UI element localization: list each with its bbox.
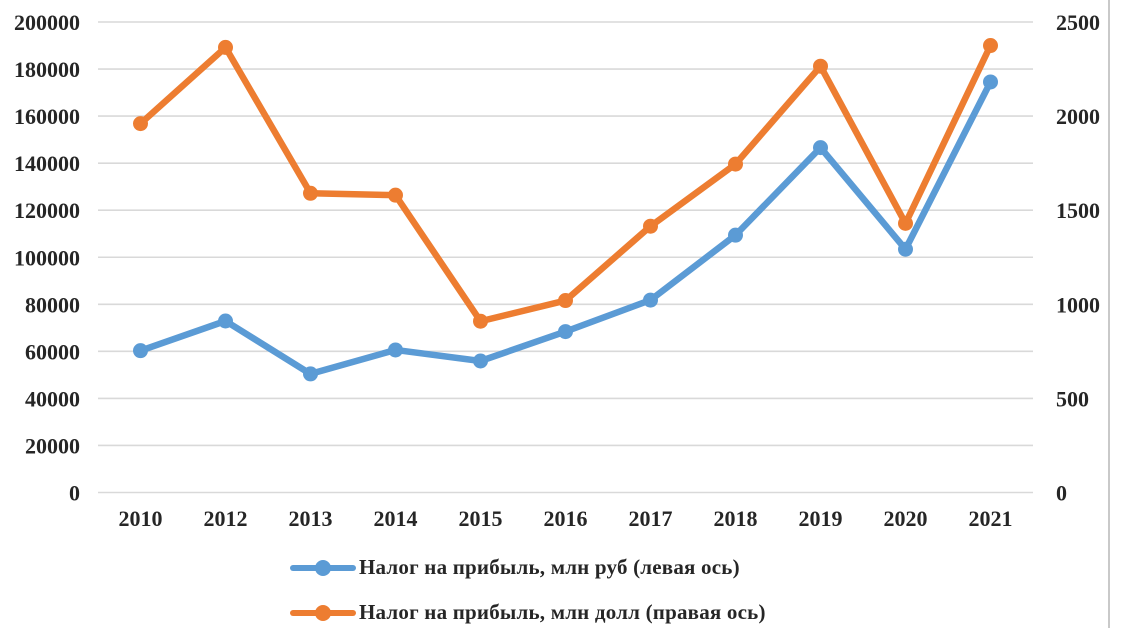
data-point-marker	[303, 185, 318, 201]
line-marker-icon	[290, 604, 356, 621]
x-axis-tick-label: 2010	[119, 506, 163, 531]
legend-item-usd: Налог на прибыль, млн долл (правая ось)	[290, 590, 766, 635]
x-axis-tick-label: 2013	[289, 506, 333, 531]
left-axis-tick-label: 60000	[25, 339, 80, 364]
left-axis-tick-label: 0	[69, 481, 80, 506]
data-point-marker	[983, 74, 998, 90]
data-point-marker	[983, 38, 998, 54]
legend-label-rub: Налог на прибыль, млн руб (левая ось)	[359, 555, 740, 579]
line-marker-icon	[290, 559, 356, 576]
data-point-marker	[643, 292, 658, 308]
left-axis-tick-label: 40000	[25, 386, 80, 411]
data-point-marker	[388, 342, 403, 358]
x-axis-tick-label: 2016	[544, 506, 588, 531]
left-axis-tick-label: 160000	[14, 104, 80, 129]
x-axis-tick-label: 2021	[969, 506, 1013, 531]
right-axis-tick-label: 2000	[1056, 104, 1100, 129]
left-axis-tick-label: 80000	[25, 292, 80, 317]
left-axis-tick-label: 100000	[14, 245, 80, 270]
legend-item-rub: Налог на прибыль, млн руб (левая ось)	[290, 545, 766, 590]
left-axis-tick-label: 120000	[14, 198, 80, 223]
right-axis-tick-label: 2500	[1056, 10, 1100, 35]
data-point-marker	[898, 241, 913, 257]
left-axis-tick-label: 200000	[14, 10, 80, 35]
data-point-marker	[388, 187, 403, 203]
data-point-marker	[473, 353, 488, 369]
x-axis-tick-label: 2019	[799, 506, 843, 531]
data-point-marker	[813, 140, 828, 156]
data-point-marker	[558, 293, 573, 309]
data-point-marker	[898, 215, 913, 231]
data-point-marker	[643, 218, 658, 234]
data-point-marker	[728, 227, 743, 243]
left-axis-tick-label: 180000	[14, 57, 80, 82]
x-axis-tick-label: 2014	[374, 506, 418, 531]
x-axis-tick-label: 2020	[884, 506, 928, 531]
data-point-marker	[133, 116, 148, 132]
right-axis-tick-label: 500	[1056, 386, 1089, 411]
right-axis-tick-label: 1500	[1056, 198, 1100, 223]
left-axis-tick-label: 20000	[25, 433, 80, 458]
chart-right-border	[1108, 0, 1110, 628]
data-point-marker	[218, 39, 233, 55]
data-point-marker	[303, 366, 318, 382]
chart-legend: Налог на прибыль, млн руб (левая ось) На…	[290, 545, 766, 635]
right-axis-tick-label: 0	[1056, 481, 1067, 506]
data-point-marker	[558, 324, 573, 340]
legend-label-usd: Налог на прибыль, млн долл (правая ось)	[359, 600, 766, 624]
x-axis-tick-label: 2018	[714, 506, 758, 531]
data-point-marker	[133, 343, 148, 359]
series-line-usd	[137, 42, 994, 325]
x-axis-tick-label: 2015	[459, 506, 503, 531]
data-point-marker	[728, 156, 743, 172]
left-axis-tick-label: 140000	[14, 151, 80, 176]
x-axis-tick-label: 2012	[204, 506, 248, 531]
right-axis-tick-label: 1000	[1056, 292, 1100, 317]
x-axis-tick-label: 2017	[629, 506, 673, 531]
data-point-marker	[473, 313, 488, 329]
data-point-marker	[218, 313, 233, 329]
data-point-marker	[813, 58, 828, 74]
